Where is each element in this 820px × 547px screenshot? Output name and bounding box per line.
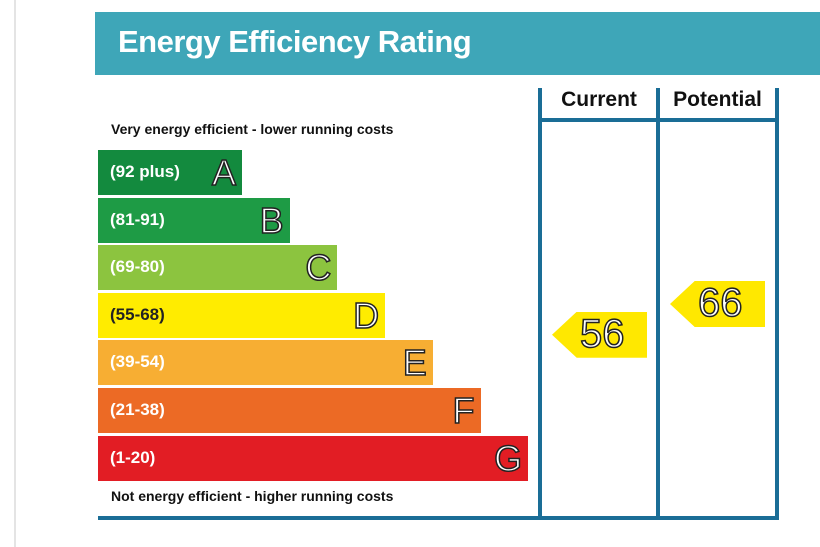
potential-rating-arrow: 66 (670, 280, 765, 327)
potential-header: Potential (673, 88, 762, 111)
current-rating-arrow: 56 (552, 311, 647, 358)
column-border-left (538, 88, 542, 520)
band-c: (69-80) C (98, 245, 338, 291)
band-range: (92 plus) (110, 162, 180, 181)
title-bar: Energy Efficiency Rating (95, 12, 820, 75)
band-letter: A (211, 151, 237, 194)
band-b: (81-91) B (98, 197, 290, 243)
band-letter: G (493, 437, 523, 480)
band-range: (39-54) (110, 352, 165, 372)
column-border-mid (656, 88, 660, 520)
current-header: Current (561, 88, 637, 111)
band-letter: D (352, 294, 380, 337)
band-range: (21-38) (110, 400, 165, 419)
band-letter: F (452, 389, 476, 432)
bottom-border (98, 516, 779, 520)
band-letter: E (402, 342, 428, 385)
band-range: (55-68) (110, 304, 165, 324)
page-divider (14, 0, 16, 547)
current-rating-value: 56 (579, 311, 625, 357)
band-g: (1-20) G (98, 435, 529, 481)
band-d: (55-68) D (98, 292, 386, 338)
top-note: Very energy efficient - lower running co… (111, 121, 394, 137)
band-f: (21-38) F (98, 388, 481, 433)
band-e: (39-54) E (98, 340, 433, 386)
band-letter: C (305, 246, 333, 289)
band-a: (92 plus) A (98, 150, 242, 195)
band-letter: B (259, 199, 285, 242)
band-range: (69-80) (110, 257, 165, 277)
column-border-right (775, 88, 779, 520)
potential-rating-value: 66 (697, 280, 743, 326)
band-range: (1-20) (110, 447, 156, 467)
bottom-note: Not energy efficient - higher running co… (111, 488, 394, 504)
header-divider (538, 118, 779, 122)
band-range: (81-91) (110, 209, 165, 229)
chart-title: Energy Efficiency Rating (118, 24, 472, 59)
